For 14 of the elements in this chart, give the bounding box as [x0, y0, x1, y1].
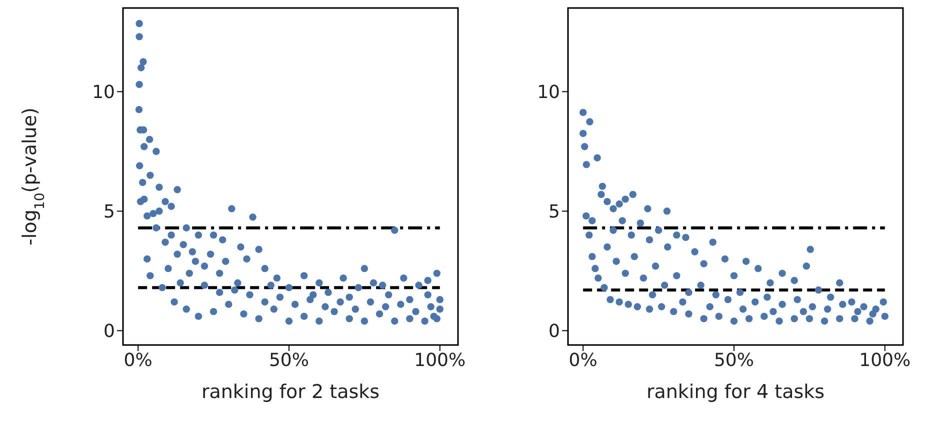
y-tick-label: 10 — [537, 82, 560, 104]
x-tick-label: 0% — [124, 350, 152, 371]
x-axis-title: ranking for 2 tasks — [201, 381, 380, 403]
x-tick-label: 100% — [414, 350, 466, 371]
x-tick-label: 0% — [568, 350, 598, 371]
y-tick-label: 10 — [92, 82, 115, 104]
y-tick-label: 5 — [548, 202, 560, 223]
y-tick-label: 0 — [548, 321, 560, 342]
x-axis-title: ranking for 4 tasks — [646, 381, 825, 403]
x-tick-label: 100% — [859, 350, 911, 371]
y-tick-label: 5 — [104, 202, 115, 223]
y-tick-label: 0 — [104, 321, 115, 342]
x-tick-label: 50% — [268, 350, 309, 371]
x-tick-label: 50% — [714, 350, 754, 371]
